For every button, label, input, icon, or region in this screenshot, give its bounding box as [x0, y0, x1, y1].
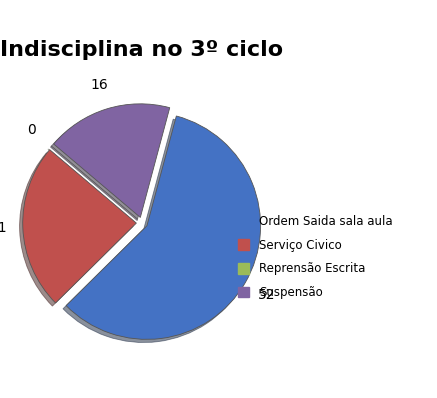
Text: 52: 52	[258, 289, 275, 302]
Title: Indisciplina no 3º ciclo: Indisciplina no 3º ciclo	[0, 40, 284, 60]
Wedge shape	[23, 150, 136, 303]
Wedge shape	[54, 104, 170, 217]
Legend: Ordem Saida sala aula, Serviço Civico, Reprensão Escrita, Suspensão: Ordem Saida sala aula, Serviço Civico, R…	[233, 210, 397, 304]
Text: 0: 0	[28, 123, 36, 137]
Text: 21: 21	[0, 221, 7, 235]
Text: 16: 16	[90, 78, 108, 92]
Wedge shape	[51, 146, 138, 219]
Wedge shape	[66, 116, 260, 339]
